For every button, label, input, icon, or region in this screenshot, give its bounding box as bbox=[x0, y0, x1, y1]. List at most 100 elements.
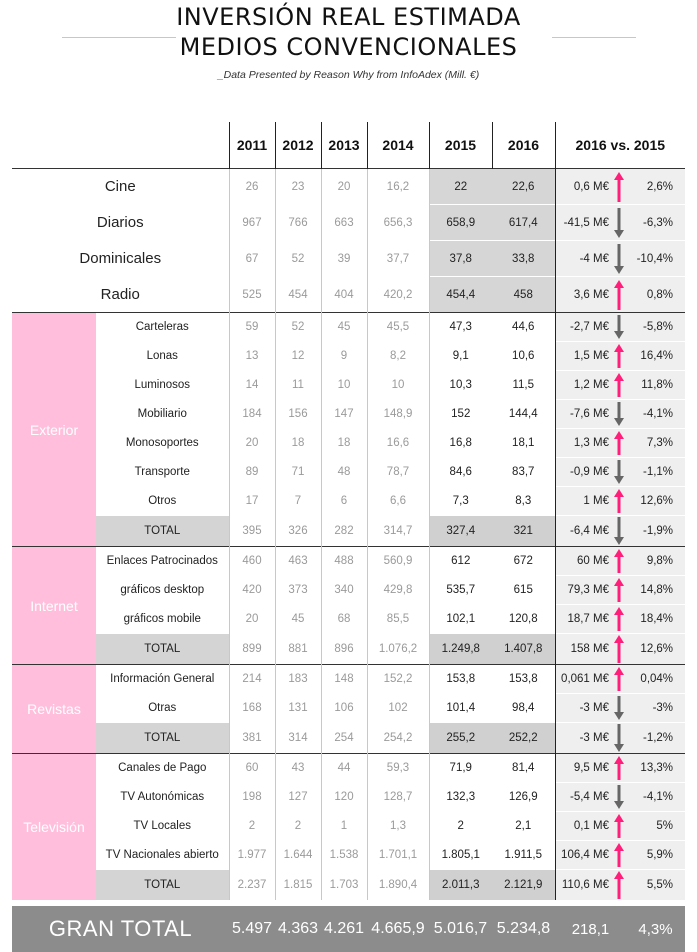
trend-arrow-cell bbox=[612, 840, 626, 870]
grand-value-cell: 4.363 bbox=[275, 900, 321, 952]
row-label: TOTAL bbox=[96, 722, 229, 754]
row-label: Monosoportes bbox=[96, 428, 229, 458]
value-cell: 20 bbox=[228, 428, 275, 458]
pct-cell: -1,1% bbox=[626, 457, 686, 487]
table-row: Mobiliario 184 156 147 148,9 152 144,4 -7,6 M€ -… bbox=[12, 399, 686, 429]
value-cell: 2,1 bbox=[492, 811, 555, 841]
value-cell: 881 bbox=[274, 633, 321, 665]
table-row: TV Locales 2 2 1 1,3 2 2,1 0,1 M€ 5% bbox=[12, 811, 686, 841]
diff-cell: -2,7 M€ bbox=[554, 312, 612, 342]
trend-arrow-cell bbox=[612, 633, 626, 665]
pct-cell: 12,6% bbox=[626, 486, 686, 516]
column-header: 2016 bbox=[491, 122, 555, 169]
grand-value-cell: 5.497 bbox=[229, 900, 275, 952]
arrow-up-icon bbox=[614, 279, 624, 310]
value-cell: 11 bbox=[274, 370, 321, 400]
arrow-down-icon bbox=[614, 207, 624, 238]
table-row: Internet Enlaces Patrocinados 460 463 488 560… bbox=[12, 546, 686, 665]
row-label: Mobiliario bbox=[96, 399, 229, 429]
value-cell: 1.911,5 bbox=[492, 840, 555, 870]
value-cell: 148,9 bbox=[366, 399, 429, 429]
grand-value-cell: 5.016,7 bbox=[429, 900, 492, 952]
value-cell: 255,2 bbox=[428, 722, 492, 754]
value-cell: 615 bbox=[492, 575, 555, 605]
value-cell: 1.644 bbox=[274, 840, 321, 870]
row-label: TV Nacionales abierto bbox=[96, 840, 229, 870]
grand-total-row: GRAN TOTAL 5.497 4.363 4.261 4.665,9 5.016,7 5… bbox=[12, 900, 686, 952]
diff-cell: -0,9 M€ bbox=[554, 457, 612, 487]
value-cell: 101,4 bbox=[428, 693, 492, 723]
value-cell: 429,8 bbox=[366, 575, 429, 605]
page-title-line2: MEDIOS CONVENCIONALES bbox=[179, 33, 518, 61]
row-label: TOTAL bbox=[96, 633, 229, 665]
table-row: Otros 17 7 6 6,6 7,3 8,3 1 M€ 12,6% bbox=[12, 486, 686, 516]
table-row: TV Nacionales abierto 1.977 1.644 1.538 1.70… bbox=[12, 840, 686, 870]
value-cell: 12 bbox=[274, 341, 321, 371]
value-cell: 184 bbox=[228, 399, 275, 429]
value-cell: 454,4 bbox=[428, 276, 492, 313]
grand-value-cell: 5.234,8 bbox=[492, 900, 555, 952]
table-row: TV Autonómicas 198 127 120 128,7 132,3 126,9 -5… bbox=[12, 782, 686, 812]
value-cell: 254,2 bbox=[366, 722, 429, 754]
value-cell: 71 bbox=[274, 457, 321, 487]
table-row: Radio 525 454 404 420,2 454,4 458 3,6 M€ 0,8% bbox=[12, 276, 686, 313]
value-cell: 20 bbox=[228, 604, 275, 634]
pct-cell: 0,04% bbox=[626, 664, 686, 694]
diff-cell: 79,3 M€ bbox=[554, 575, 612, 605]
arrow-up-icon bbox=[614, 489, 624, 513]
value-cell: 1.538 bbox=[320, 840, 367, 870]
pct-cell: 2,6% bbox=[626, 168, 686, 205]
value-cell: 395 bbox=[228, 515, 275, 547]
diff-cell: 1 M€ bbox=[554, 486, 612, 516]
value-cell: 7,3 bbox=[428, 486, 492, 516]
diff-cell: -3 M€ bbox=[554, 722, 612, 754]
trend-arrow-cell bbox=[612, 486, 626, 516]
value-cell: 252,2 bbox=[492, 722, 555, 754]
table-row: Luminosos 14 11 10 10 10,3 11,5 1,2 M€ 11,8% bbox=[12, 370, 686, 400]
trend-arrow-cell bbox=[612, 753, 626, 783]
pct-cell: -5,8% bbox=[626, 312, 686, 342]
row-label: Enlaces Patrocinados bbox=[96, 546, 229, 576]
pct-cell: -3% bbox=[626, 693, 686, 723]
group-label: Internet bbox=[12, 546, 96, 665]
trend-arrow-cell bbox=[612, 276, 626, 313]
arrow-down-icon bbox=[614, 402, 624, 426]
value-cell: 766 bbox=[274, 204, 321, 241]
arrow-down-icon bbox=[614, 517, 624, 545]
group-label: Revistas bbox=[12, 664, 96, 754]
arrow-down-icon bbox=[614, 460, 624, 484]
arrow-up-icon bbox=[614, 549, 624, 573]
table-row: Televisión Canales de Pago 60 43 44 59,3 71,9 8… bbox=[12, 753, 686, 903]
value-cell: 672 bbox=[492, 546, 555, 576]
arrow-down-icon bbox=[614, 243, 624, 274]
value-cell: 44,6 bbox=[492, 312, 555, 342]
row-label: TOTAL bbox=[96, 869, 229, 903]
value-cell: 10,6 bbox=[492, 341, 555, 371]
trend-arrow-cell bbox=[612, 546, 626, 576]
column-header: 2015 bbox=[428, 122, 492, 169]
value-cell: 45 bbox=[320, 312, 367, 342]
diff-cell: 1,5 M€ bbox=[554, 341, 612, 371]
pct-cell: 0,8% bbox=[626, 276, 686, 313]
value-cell: 47,3 bbox=[428, 312, 492, 342]
value-cell: 44 bbox=[320, 753, 367, 783]
diff-cell: 3,6 M€ bbox=[554, 276, 612, 313]
value-cell: 2 bbox=[274, 811, 321, 841]
value-cell: 2.011,3 bbox=[428, 869, 492, 903]
trend-arrow-cell bbox=[612, 811, 626, 841]
column-header: 2013 bbox=[320, 122, 367, 169]
arrow-down-icon bbox=[614, 724, 624, 752]
title-rule-right bbox=[552, 37, 636, 38]
diff-cell: -6,4 M€ bbox=[554, 515, 612, 547]
table-row: gráficos desktop 420 373 340 429,8 535,7 615 79… bbox=[12, 575, 686, 605]
column-header: 2016 vs. 2015 bbox=[554, 122, 686, 169]
row-label: Luminosos bbox=[96, 370, 229, 400]
value-cell: 89 bbox=[228, 457, 275, 487]
value-cell: 23 bbox=[274, 168, 321, 205]
trend-arrow-cell bbox=[612, 240, 626, 277]
arrow-up-icon bbox=[614, 843, 624, 867]
row-label: Otras bbox=[96, 693, 229, 723]
table-row: Revistas Información General 214 183 148 152,… bbox=[12, 664, 686, 754]
row-label: Carteleras bbox=[96, 312, 229, 342]
arrow-up-icon bbox=[614, 667, 624, 691]
